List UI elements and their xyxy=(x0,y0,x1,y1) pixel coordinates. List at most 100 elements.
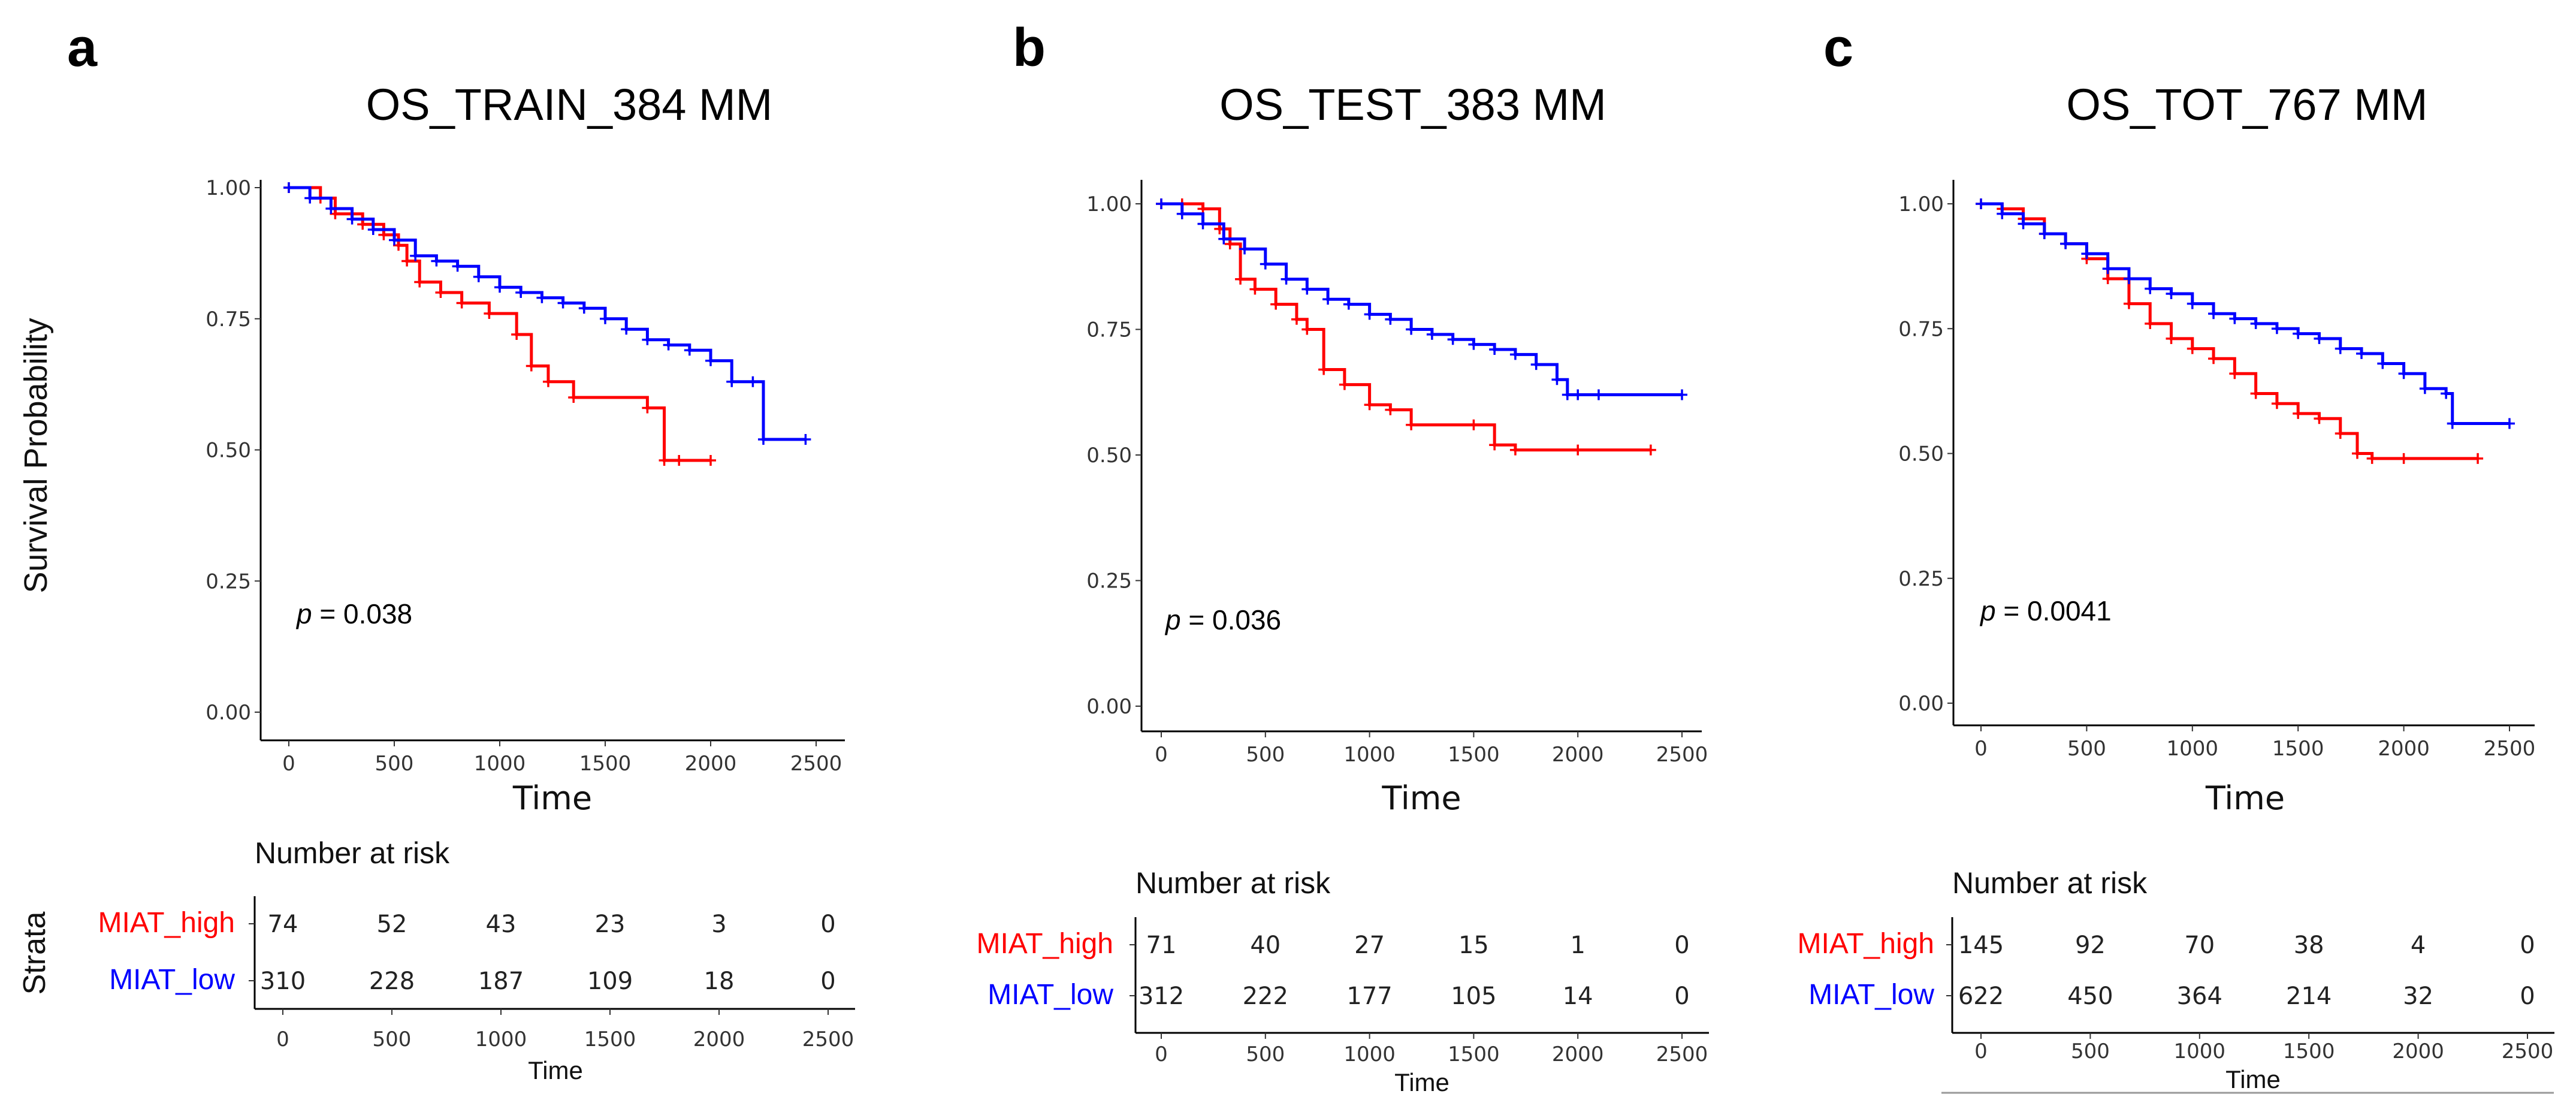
panel-a: a OS_TRAIN_384 MM 0.00 0.25 0.50 0.75 1.00 0 500… xyxy=(17,18,855,1084)
censor-mark xyxy=(304,192,316,204)
censor-mark xyxy=(2145,318,2156,329)
censor-mark xyxy=(283,182,294,193)
censor-mark xyxy=(452,261,463,272)
risk-x-tick-label: 500 xyxy=(373,1027,412,1051)
censor-mark xyxy=(1468,419,1479,430)
risk-count: 310 xyxy=(260,968,306,995)
series-miat-high xyxy=(1976,198,2484,464)
censor-mark xyxy=(1260,258,1271,270)
risk-x-tick-label: 2000 xyxy=(1552,1042,1604,1066)
censor-mark xyxy=(557,297,569,309)
censor-mark xyxy=(1281,273,1292,285)
p-value-number: = 0.038 xyxy=(312,598,413,629)
risk-x-axis-title: Time xyxy=(2225,1065,2281,1093)
x-axis-title: Time xyxy=(2205,779,2285,817)
censor-mark xyxy=(568,392,579,403)
censor-mark xyxy=(2335,428,2346,439)
risk-count: 0 xyxy=(1674,932,1689,959)
survival-curve xyxy=(1981,202,2478,460)
risk-x-tick-label: 2500 xyxy=(1656,1042,1708,1066)
censor-mark xyxy=(758,434,769,445)
risk-x-tick-label: 1500 xyxy=(584,1027,636,1051)
censor-mark xyxy=(2187,298,2198,309)
y-tick-label: 0.00 xyxy=(206,701,251,725)
censor-mark xyxy=(1343,299,1354,310)
strata-name: MIAT_low xyxy=(1808,979,1934,1011)
risk-x-tick-label: 0 xyxy=(276,1027,289,1051)
censor-mark xyxy=(536,292,548,303)
risk-table-title: Number at risk xyxy=(1136,866,1331,900)
censor-mark xyxy=(2356,348,2367,359)
censor-mark xyxy=(1156,198,1167,209)
strata-name: MIAT_high xyxy=(976,928,1113,960)
censor-mark xyxy=(2293,328,2304,339)
y-tick-label: 0.25 xyxy=(1898,567,1944,591)
risk-x-tick-label: 1000 xyxy=(2174,1039,2226,1063)
censor-mark xyxy=(2314,413,2325,424)
censor-mark xyxy=(1426,329,1438,340)
risk-table: Number at risk MIAT_high 71 40 27 15 1 0 MIAT_lo… xyxy=(976,866,1709,1096)
risk-count: 23 xyxy=(595,911,626,938)
x-tick-label: 0 xyxy=(282,752,295,776)
survival-curve xyxy=(289,186,711,462)
censor-mark xyxy=(2145,283,2156,294)
risk-x-tick-label: 0 xyxy=(1155,1042,1168,1066)
risk-count: 92 xyxy=(2075,932,2106,959)
risk-count: 43 xyxy=(486,911,517,938)
risk-count: 177 xyxy=(1346,983,1392,1010)
risk-count: 52 xyxy=(377,911,407,938)
censor-mark xyxy=(515,287,527,298)
risk-count: 622 xyxy=(1958,983,2004,1010)
risk-count: 0 xyxy=(2520,983,2535,1010)
x-axis-title: Time xyxy=(1381,779,1461,817)
censor-mark xyxy=(2081,248,2092,260)
censor-mark xyxy=(1572,444,1584,456)
censor-mark xyxy=(2377,358,2388,369)
x-tick-label: 1000 xyxy=(474,752,526,776)
censor-mark xyxy=(1301,284,1313,295)
risk-table-title: Number at risk xyxy=(255,836,450,870)
p-value: p = 0.0041 xyxy=(1979,595,2112,626)
censor-mark xyxy=(1551,374,1563,385)
y-tick-label: 0.50 xyxy=(1086,444,1132,468)
censor-mark xyxy=(642,402,653,414)
censor-mark xyxy=(2166,288,2177,299)
censor-mark xyxy=(800,434,811,445)
risk-x-tick-label: 500 xyxy=(1246,1042,1285,1066)
y-tick-label: 0.00 xyxy=(1086,695,1132,719)
censor-mark xyxy=(2271,398,2282,409)
y-tick-label: 0.75 xyxy=(206,308,251,332)
censor-mark xyxy=(1997,208,2008,219)
x-tick-label: 2000 xyxy=(2378,737,2430,761)
censor-mark xyxy=(2472,453,2484,464)
risk-x-tick-label: 1000 xyxy=(475,1027,527,1051)
censor-mark xyxy=(484,308,495,319)
risk-x-tick-label: 0 xyxy=(1974,1039,1988,1063)
risk-count: 74 xyxy=(268,911,298,938)
censor-mark xyxy=(542,376,554,387)
censor-mark xyxy=(2229,368,2240,379)
censor-mark xyxy=(2123,273,2134,284)
panel-letter: a xyxy=(67,18,98,78)
censor-mark xyxy=(1530,359,1542,370)
x-tick-label: 2000 xyxy=(1552,743,1604,767)
x-tick-label: 1000 xyxy=(2167,737,2219,761)
censor-mark xyxy=(410,250,421,261)
censor-mark xyxy=(726,376,738,387)
x-tick-label: 0 xyxy=(1155,743,1168,767)
censor-mark xyxy=(1976,198,1986,209)
censor-mark xyxy=(1562,389,1573,400)
x-axis-title: Time xyxy=(512,779,592,817)
risk-count: 214 xyxy=(2286,983,2332,1010)
censor-mark xyxy=(431,255,442,267)
censor-mark xyxy=(659,455,670,466)
censor-mark xyxy=(1572,389,1584,400)
x-tick-label: 500 xyxy=(375,752,414,776)
censor-mark xyxy=(473,271,484,282)
censor-mark xyxy=(1677,389,1687,400)
x-tick-label: 2500 xyxy=(790,752,842,776)
censor-mark xyxy=(1301,324,1313,335)
censor-mark xyxy=(674,455,685,466)
censor-mark xyxy=(578,303,590,314)
